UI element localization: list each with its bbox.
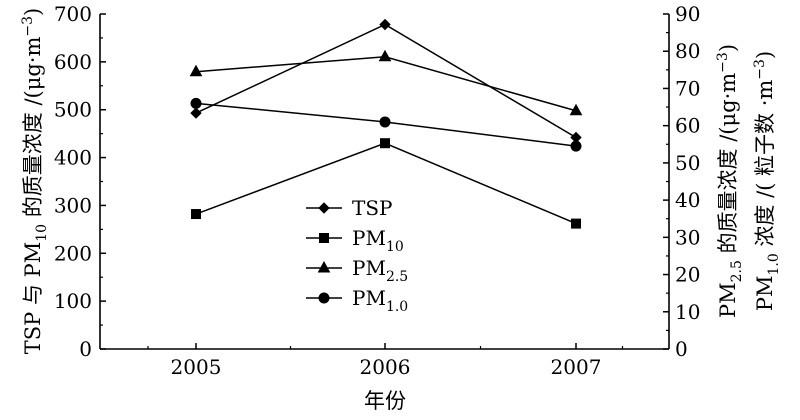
x-tick-label: 2005 — [171, 355, 222, 379]
x-tick-label: 2007 — [551, 355, 602, 379]
right-tick-label: 40 — [675, 188, 700, 212]
axis-labels: 年份 TSP 与 PM10 的质量浓度 /(μg·m−3) PM2.5 的质量浓度 … — [20, 8, 782, 413]
x-axis-label: 年份 — [364, 389, 406, 413]
series-pm10 — [191, 138, 581, 229]
legend-marker-pm10 — [318, 292, 330, 304]
right-tick-label: 60 — [675, 114, 700, 138]
data-point-pm10 — [191, 209, 201, 220]
legend-marker-pm25 — [317, 260, 331, 273]
right-tick-label: 80 — [675, 39, 700, 63]
data-point-pm10 — [571, 218, 581, 229]
left-tick-label: 300 — [54, 193, 92, 217]
right-tick-label: 0 — [675, 337, 688, 361]
series-pm25 — [189, 49, 583, 116]
legend-marker-tsp — [318, 202, 330, 214]
series-tsp — [190, 18, 582, 144]
left-tick-label: 500 — [54, 98, 92, 122]
left-tick-label: 200 — [54, 241, 92, 265]
right-tick-label: 70 — [675, 76, 700, 100]
x-axis-ticks: 2005 2006 2007 — [147, 343, 624, 379]
right-tick-label: 50 — [675, 151, 700, 175]
legend-label-pm10: PM1.0 — [352, 286, 408, 315]
data-point-pm25 — [189, 64, 203, 77]
data-point-pm25 — [378, 49, 392, 62]
right-axis-label-pm25: PM2.5 的质量浓度 /(μg·m−3) — [715, 44, 745, 318]
legend-marker-pm10 — [319, 233, 329, 243]
left-tick-label: 0 — [79, 337, 92, 361]
data-point-pm25 — [569, 103, 583, 116]
x-tick-label: 2006 — [360, 355, 411, 379]
data-point-pm10 — [190, 97, 202, 109]
left-tick-label: 600 — [54, 50, 92, 74]
right-tick-label: 90 — [675, 2, 700, 26]
series-pm10 — [190, 97, 582, 152]
left-tick-label: 100 — [54, 289, 92, 313]
data-point-pm10 — [379, 116, 391, 128]
right-tick-label: 10 — [675, 300, 700, 324]
left-axis-label: TSP 与 PM10 的质量浓度 /(μg·m−3) — [20, 8, 50, 355]
left-tick-label: 700 — [54, 2, 92, 26]
series-line-pm25 — [195, 56, 577, 112]
left-axis-ticks: 0 100 200 300 400 500 600 700 — [54, 2, 106, 361]
data-point-pm10 — [380, 138, 390, 149]
right-axis-ticks: 0 10 20 30 40 50 60 70 80 90 — [663, 2, 700, 361]
right-tick-label: 30 — [675, 225, 700, 249]
data-point-pm10 — [570, 140, 582, 152]
data-point-tsp — [190, 107, 202, 119]
right-tick-label: 20 — [675, 263, 700, 287]
data-point-tsp — [379, 18, 391, 31]
legend-label-pm10: PM10 — [352, 226, 404, 255]
legend-label-tsp: TSP — [352, 196, 393, 220]
left-tick-label: 400 — [54, 146, 92, 170]
legend-label-pm25: PM2.5 — [352, 256, 408, 285]
right-axis-label-pm10: PM1.0 浓度 /( 粒子数 ·m−3) — [752, 51, 782, 311]
series-layer — [189, 18, 583, 229]
